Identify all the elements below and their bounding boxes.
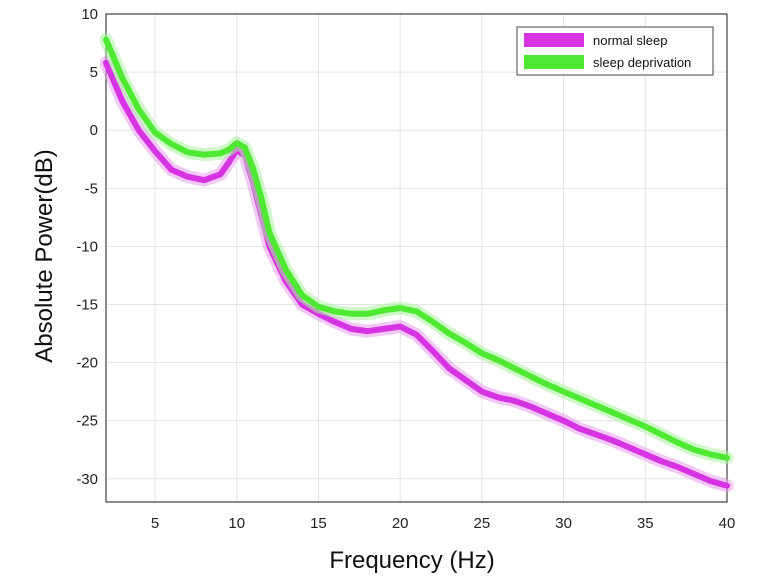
x-tick-label: 20 xyxy=(392,515,409,532)
y-tick-label: -10 xyxy=(76,238,98,255)
y-tick-label: 5 xyxy=(90,64,98,81)
x-tick-label: 35 xyxy=(637,515,654,532)
y-tick-label: -25 xyxy=(76,413,98,430)
x-axis-title: Frequency (Hz) xyxy=(329,547,494,574)
tick-labels: 5 10 15 20 25 30 35 40 10 5 0 -5 -10 -15 -20 -25 -30 xyxy=(76,6,735,532)
y-tick-label: -20 xyxy=(76,355,98,372)
y-tick-label: 10 xyxy=(81,6,98,23)
y-axis-title: Absolute Power(dB) xyxy=(31,149,58,362)
series-line-normal-sleep xyxy=(103,59,730,489)
plot-frame xyxy=(105,13,728,503)
legend-label-normal-sleep: normal sleep xyxy=(593,33,667,48)
y-tick-label: 0 xyxy=(90,122,98,139)
y-tick-label: -5 xyxy=(85,180,98,197)
y-tick-label: -30 xyxy=(76,471,98,488)
x-tick-label: 10 xyxy=(228,515,245,532)
legend-label-sleep-deprivation: sleep deprivation xyxy=(593,55,691,70)
series-lines xyxy=(99,33,734,493)
x-tick-label: 25 xyxy=(474,515,491,532)
legend-swatch-sleep-deprivation xyxy=(524,55,584,69)
legend-swatch-normal-sleep xyxy=(524,33,584,47)
x-tick-label: 5 xyxy=(151,515,159,532)
y-tick-label: -15 xyxy=(76,296,98,313)
series-line-sleep-deprivation xyxy=(103,36,730,461)
x-tick-label: 40 xyxy=(719,515,736,532)
x-tick-label: 15 xyxy=(310,515,327,532)
x-tick-label: 30 xyxy=(555,515,572,532)
legend: normal sleep sleep deprivation xyxy=(516,26,714,76)
